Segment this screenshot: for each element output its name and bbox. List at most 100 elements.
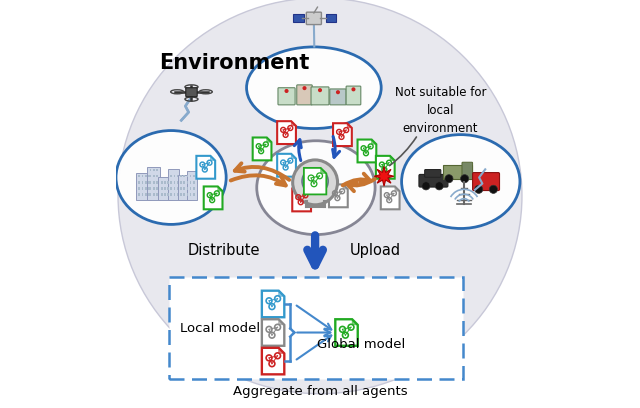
Bar: [168, 181, 169, 184]
Text: Not suitable for
local
environment: Not suitable for local environment: [395, 86, 486, 135]
Polygon shape: [374, 166, 394, 186]
FancyBboxPatch shape: [159, 177, 172, 200]
Circle shape: [314, 174, 319, 179]
Bar: [145, 193, 147, 196]
Bar: [156, 193, 158, 196]
Bar: [170, 181, 172, 184]
Circle shape: [285, 89, 289, 93]
Bar: [153, 187, 155, 190]
Circle shape: [445, 175, 453, 183]
Bar: [153, 181, 155, 184]
Circle shape: [435, 182, 444, 190]
Circle shape: [318, 88, 322, 92]
Polygon shape: [267, 137, 271, 142]
Bar: [150, 181, 152, 184]
Polygon shape: [211, 156, 215, 160]
Circle shape: [309, 176, 313, 180]
Circle shape: [318, 179, 322, 183]
Polygon shape: [307, 188, 311, 193]
Bar: [170, 175, 172, 177]
FancyBboxPatch shape: [136, 173, 151, 200]
Text: Upload: Upload: [349, 244, 401, 258]
Bar: [148, 181, 150, 184]
Polygon shape: [262, 348, 284, 375]
Polygon shape: [277, 154, 296, 177]
Bar: [148, 193, 150, 196]
Bar: [156, 169, 158, 171]
Bar: [177, 187, 179, 190]
Polygon shape: [376, 156, 395, 179]
Polygon shape: [321, 168, 326, 173]
Bar: [180, 181, 182, 184]
Bar: [141, 175, 143, 177]
FancyBboxPatch shape: [307, 12, 321, 24]
FancyBboxPatch shape: [462, 162, 472, 180]
FancyBboxPatch shape: [169, 277, 463, 379]
Polygon shape: [304, 168, 326, 194]
Bar: [171, 187, 172, 190]
FancyBboxPatch shape: [147, 167, 159, 200]
Polygon shape: [278, 348, 284, 353]
Text: Local model: Local model: [180, 322, 260, 335]
Bar: [138, 187, 140, 190]
Bar: [180, 193, 182, 196]
FancyBboxPatch shape: [419, 174, 448, 187]
Polygon shape: [204, 186, 223, 209]
Bar: [190, 187, 191, 190]
Bar: [187, 181, 188, 184]
Bar: [177, 193, 179, 196]
Polygon shape: [292, 188, 311, 211]
Bar: [161, 187, 163, 190]
Bar: [164, 193, 166, 196]
Bar: [183, 187, 185, 190]
Circle shape: [309, 182, 313, 186]
Polygon shape: [335, 319, 358, 346]
FancyBboxPatch shape: [293, 14, 304, 22]
Bar: [156, 181, 158, 184]
FancyBboxPatch shape: [278, 88, 295, 105]
Bar: [156, 175, 158, 177]
Bar: [150, 187, 152, 190]
Bar: [150, 175, 152, 177]
FancyBboxPatch shape: [330, 89, 346, 105]
Bar: [173, 193, 175, 196]
Bar: [145, 187, 147, 190]
Bar: [187, 175, 188, 177]
Bar: [164, 181, 166, 184]
Polygon shape: [196, 156, 215, 179]
FancyBboxPatch shape: [443, 165, 472, 179]
Polygon shape: [278, 290, 284, 296]
Bar: [183, 181, 185, 184]
Bar: [180, 175, 182, 177]
Circle shape: [475, 185, 483, 193]
Bar: [141, 193, 143, 196]
Bar: [187, 187, 188, 190]
Bar: [177, 181, 179, 184]
Polygon shape: [291, 121, 296, 126]
Bar: [138, 193, 140, 196]
Bar: [190, 175, 191, 177]
Polygon shape: [277, 121, 296, 144]
Ellipse shape: [402, 135, 520, 228]
Circle shape: [314, 184, 319, 188]
Bar: [183, 193, 185, 196]
Bar: [145, 181, 147, 184]
Bar: [177, 175, 179, 177]
Circle shape: [336, 90, 340, 94]
Polygon shape: [262, 290, 284, 317]
Bar: [173, 187, 175, 190]
Polygon shape: [343, 184, 348, 189]
Bar: [153, 169, 155, 171]
Polygon shape: [253, 137, 271, 160]
Bar: [190, 193, 191, 196]
Polygon shape: [333, 123, 352, 146]
Text: Global model: Global model: [317, 338, 405, 351]
Bar: [150, 193, 152, 196]
Bar: [170, 193, 172, 196]
Bar: [171, 193, 172, 196]
Ellipse shape: [257, 141, 375, 235]
Bar: [148, 175, 150, 177]
Bar: [170, 187, 172, 190]
FancyBboxPatch shape: [472, 173, 499, 191]
Bar: [193, 175, 195, 177]
